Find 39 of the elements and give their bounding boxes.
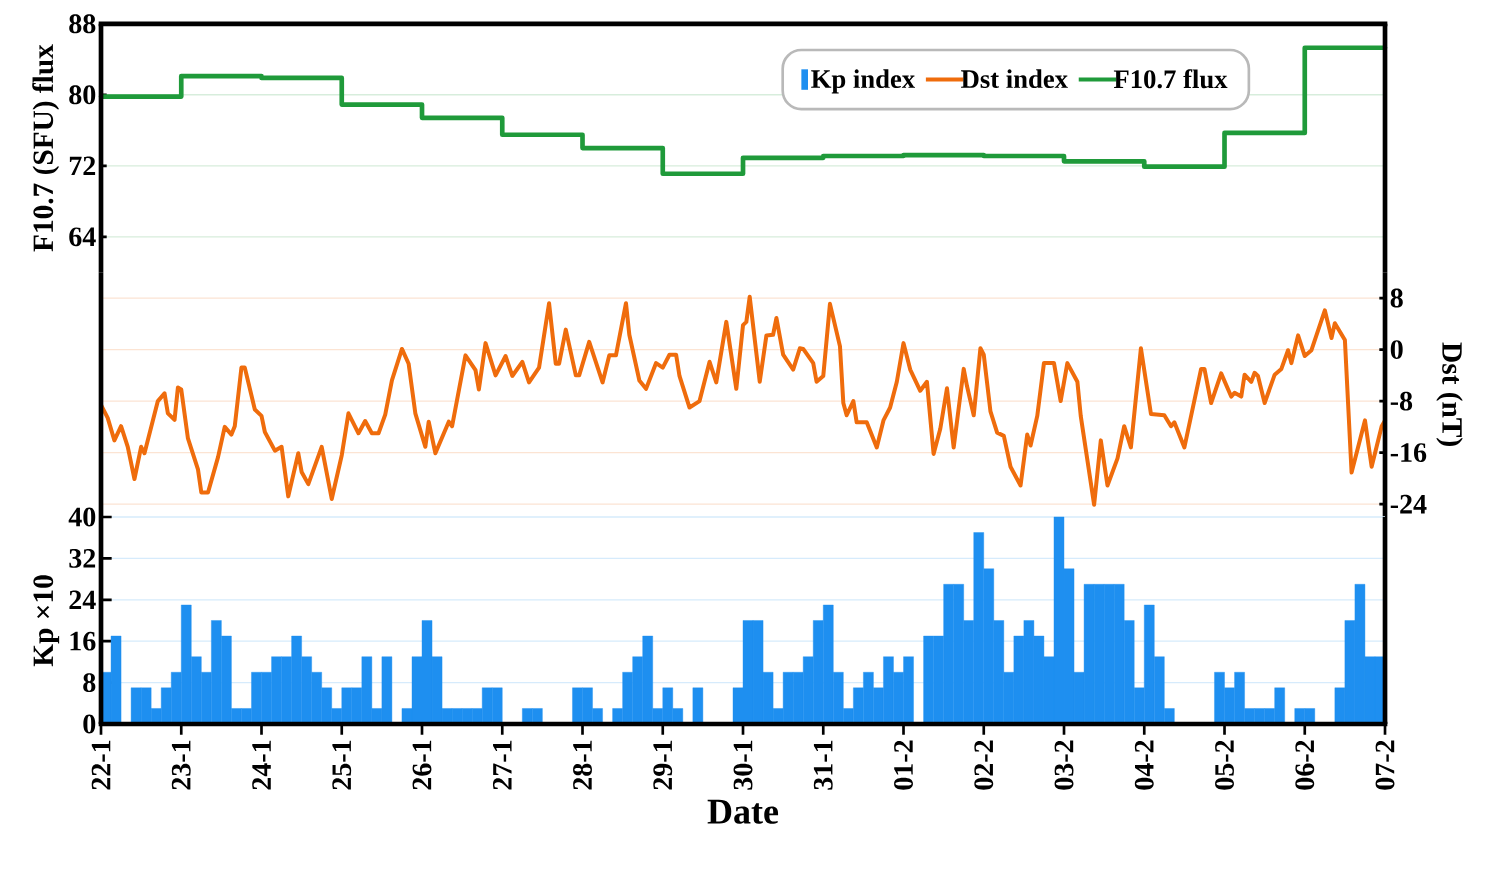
x-tick-label: 25-1	[332, 740, 352, 790]
y-tick-label: 32	[69, 548, 96, 568]
y-axis-title: F10.7 (SFU) flux	[32, 44, 60, 252]
y-tick-label: 16	[70, 631, 96, 651]
x-tick-label: 07-2	[1375, 740, 1395, 790]
x-tick-label: 23-1	[171, 740, 191, 790]
text: Dst index	[961, 69, 1068, 89]
x-tick-label: 31-1	[813, 740, 833, 790]
x-axis-title: Date	[707, 799, 779, 824]
y2-tick-label: 8	[1390, 288, 1403, 308]
y2-tick-label: 0	[1390, 340, 1403, 360]
x-tick-label: 26-1	[412, 740, 432, 790]
y2-axis-title: Dst (nT)	[1436, 342, 1463, 446]
y-tick-label: 72	[69, 156, 96, 176]
y-tick-label: 64	[69, 227, 96, 247]
x-tick-label: 29-1	[653, 740, 673, 790]
text: Kp index	[811, 69, 916, 94]
x-tick-label: 01-2	[894, 740, 913, 790]
x-tick-label: 22-1	[91, 740, 111, 790]
x-tick-label: 27-1	[492, 740, 512, 790]
y-tick-label: 88	[69, 14, 96, 34]
x-tick-label: 24-1	[252, 740, 271, 790]
x-tick-label: 06-2	[1295, 740, 1315, 790]
y-tick-label: 40	[68, 507, 96, 527]
legend-label: F10.7 flux	[1113, 69, 1228, 89]
x-tick-label: 30-1	[733, 740, 753, 790]
y-tick-label: 80	[69, 85, 96, 105]
y-tick-label: 24	[69, 590, 96, 610]
y2-tick-label: -16	[1390, 443, 1427, 463]
y2-tick-label: -8	[1390, 391, 1413, 411]
y-axis-title: Kp ×10	[33, 575, 60, 667]
y-tick-label: 8	[83, 673, 96, 693]
x-tick-label: 03-2	[1054, 740, 1074, 790]
y2-tick-label: -24	[1390, 494, 1427, 514]
x-tick-label: 28-1	[573, 740, 592, 790]
y-tick-label: 0	[83, 714, 96, 734]
x-tick-label: 02-2	[974, 740, 994, 790]
x-tick-label: 05-2	[1215, 740, 1234, 790]
x-tick-label: 04-2	[1134, 740, 1154, 790]
